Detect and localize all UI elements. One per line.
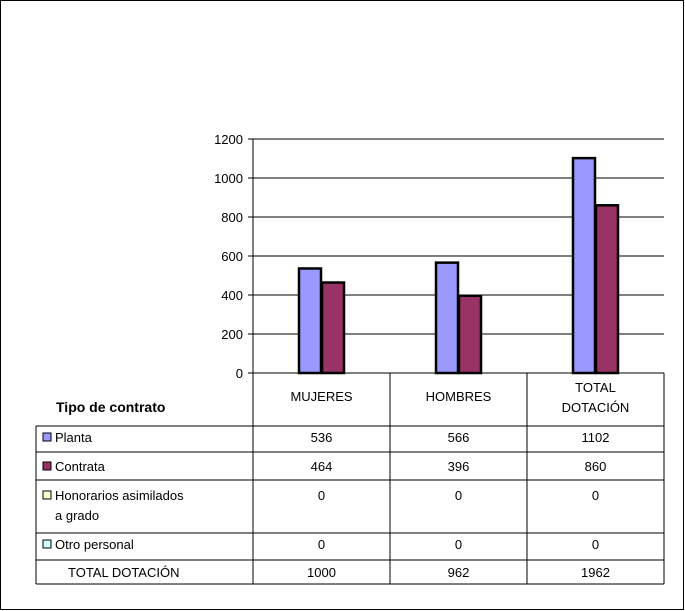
series-name: Planta bbox=[55, 430, 93, 445]
table-cell: 0 bbox=[318, 537, 325, 552]
table-cell: 1102 bbox=[582, 430, 610, 445]
total-cell: 1000 bbox=[307, 565, 336, 580]
series-name: Otro personal bbox=[55, 537, 134, 552]
category-label: HOMBRES bbox=[426, 389, 492, 404]
y-tick-label: 800 bbox=[221, 210, 243, 225]
series-name: Honorarios asimilados bbox=[55, 488, 184, 503]
legend-key-honorarios-asimilados-a-grado bbox=[42, 490, 52, 500]
legend-key-planta bbox=[42, 432, 52, 442]
table-cell: 536 bbox=[311, 430, 333, 445]
total-row-label: TOTAL DOTACIÓN bbox=[68, 565, 179, 580]
series-name: Contrata bbox=[55, 459, 106, 474]
y-tick-label: 600 bbox=[221, 249, 243, 264]
bar-planta-2 bbox=[571, 156, 597, 375]
bar-contrata-2 bbox=[594, 204, 620, 375]
table-cell: 0 bbox=[592, 537, 599, 552]
table-cell: 860 bbox=[585, 459, 607, 474]
bar-contrata-1 bbox=[457, 294, 483, 375]
table-cell: 0 bbox=[455, 488, 462, 503]
total-cell: 962 bbox=[448, 565, 470, 580]
series-name: a grado bbox=[55, 508, 99, 523]
bar-planta-0 bbox=[297, 267, 323, 375]
y-tick-label: 400 bbox=[221, 288, 243, 303]
table-cell: 396 bbox=[448, 459, 470, 474]
y-tick-label: 0 bbox=[236, 366, 243, 381]
category-label: MUJERES bbox=[290, 389, 352, 404]
table-title: Tipo de contrato bbox=[56, 399, 165, 415]
y-tick-label: 200 bbox=[221, 327, 243, 342]
bar-planta-1 bbox=[434, 261, 460, 375]
table-cell: 0 bbox=[455, 537, 462, 552]
total-cell: 1962 bbox=[581, 565, 610, 580]
legend-key-contrata bbox=[42, 461, 52, 471]
bar-contrata-0 bbox=[320, 281, 346, 375]
category-label: DOTACIÓN bbox=[562, 400, 630, 415]
y-tick-label: 1000 bbox=[214, 171, 243, 186]
table-cell: 0 bbox=[318, 488, 325, 503]
table-cell: 464 bbox=[311, 459, 333, 474]
category-label: TOTAL bbox=[575, 380, 616, 395]
y-tick-label: 1200 bbox=[214, 132, 243, 147]
table-cell: 566 bbox=[448, 430, 470, 445]
table-cell: 0 bbox=[592, 488, 599, 503]
legend-key-otro-personal bbox=[42, 539, 52, 549]
